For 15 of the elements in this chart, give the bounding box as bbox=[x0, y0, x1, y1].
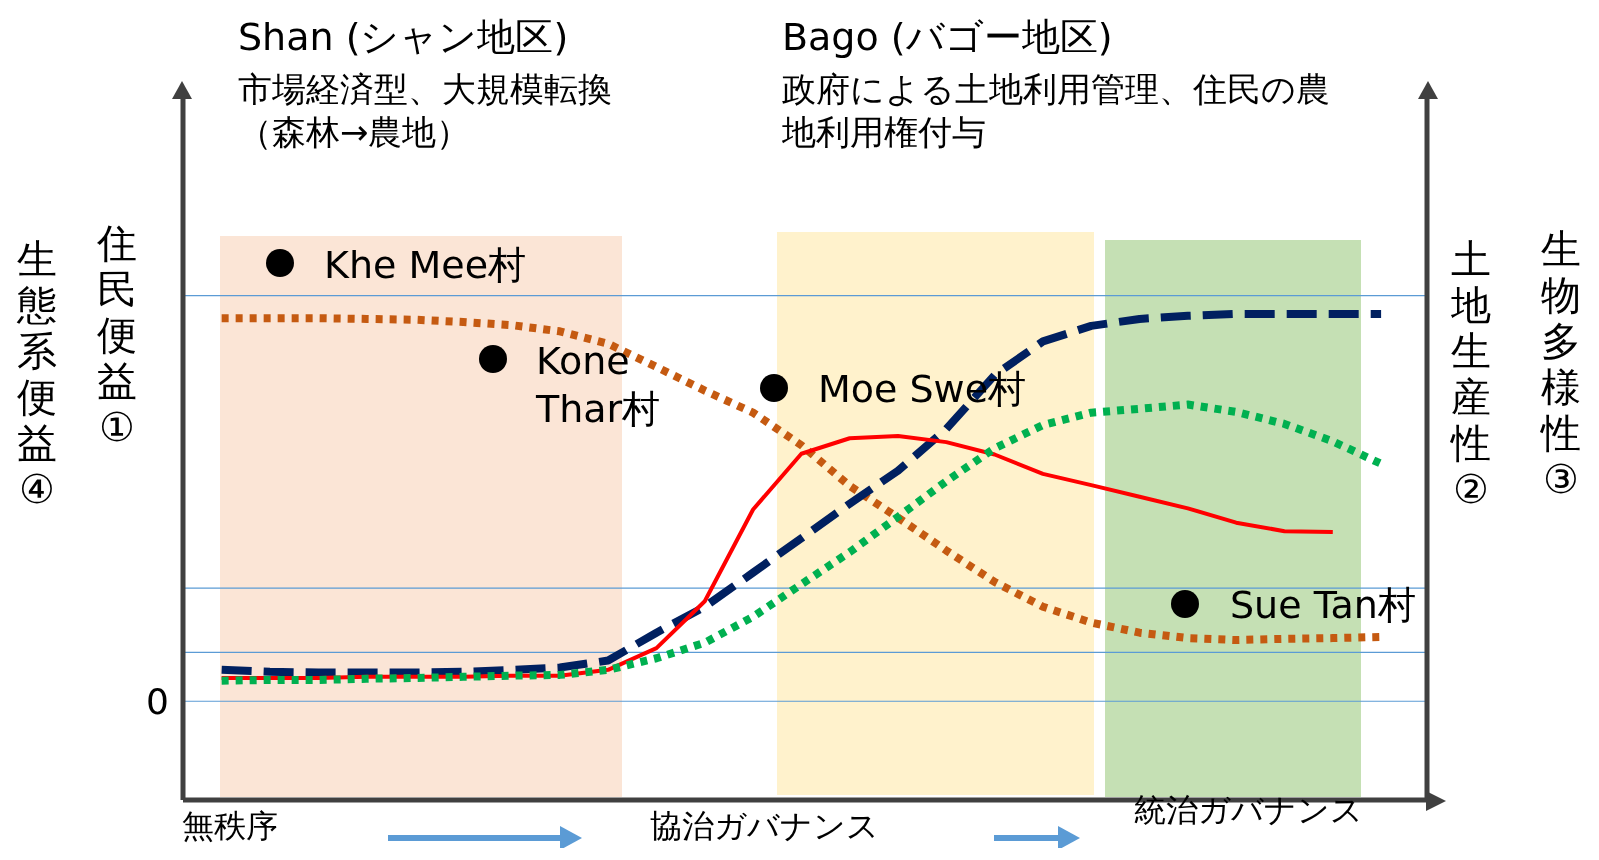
text: 協治ガバナンス bbox=[650, 806, 879, 846]
text: Shan (シャン地区) bbox=[238, 14, 569, 61]
text: 無秩序 bbox=[182, 806, 278, 846]
text: Bago (バゴー地区) bbox=[782, 14, 1113, 61]
annotation: Sue Tan村 bbox=[1230, 582, 1416, 629]
text: 生態系便益④ bbox=[16, 236, 58, 512]
text: 市場経済型、大規模転換（森林→農地） bbox=[238, 68, 613, 153]
y-axis-title: 住民便益① bbox=[96, 220, 138, 450]
ref-line-label: 0 bbox=[146, 681, 169, 723]
text: 生物多様性③ bbox=[1539, 226, 1582, 502]
text: 統治ガバナンス bbox=[1134, 790, 1363, 830]
text: 政府による土地利用管理、住民の農地利用権付与 bbox=[782, 68, 1331, 153]
text: Khe Mee村 bbox=[324, 242, 527, 289]
y2-axis-title: 土地生産性② bbox=[1449, 236, 1492, 512]
annotation: Kone Thar村 bbox=[536, 338, 662, 433]
